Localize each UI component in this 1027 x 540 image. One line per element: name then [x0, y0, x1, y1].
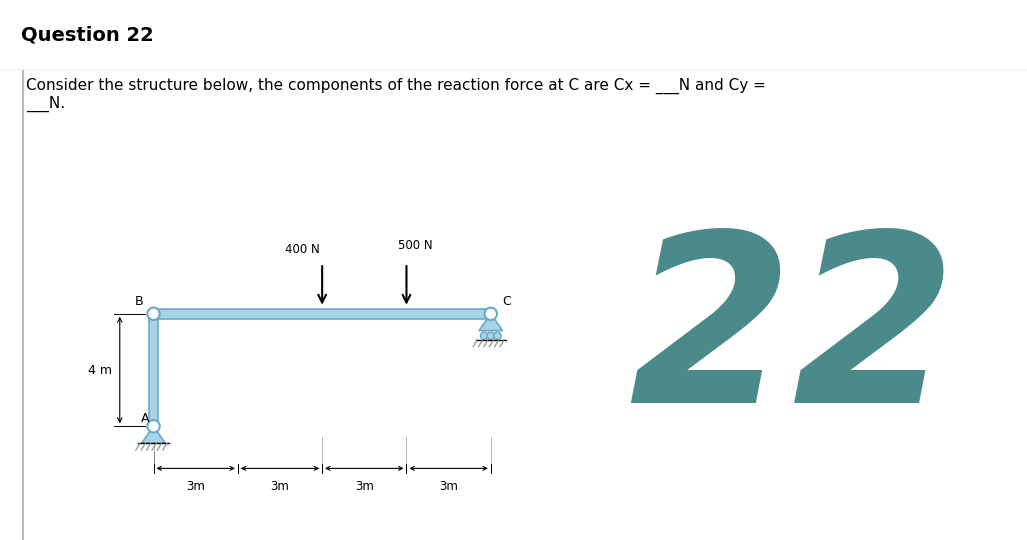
Text: 500 N: 500 N: [397, 239, 432, 252]
Circle shape: [147, 420, 159, 433]
Text: 3m: 3m: [355, 480, 374, 492]
Text: 3m: 3m: [440, 480, 458, 492]
Text: 3m: 3m: [186, 480, 205, 492]
Polygon shape: [149, 314, 158, 426]
Polygon shape: [142, 426, 165, 443]
Circle shape: [487, 332, 494, 339]
Polygon shape: [153, 309, 491, 319]
Text: 4 m: 4 m: [88, 363, 112, 376]
Text: C: C: [502, 295, 510, 308]
Circle shape: [494, 332, 501, 339]
Polygon shape: [479, 314, 502, 330]
Circle shape: [485, 308, 497, 320]
Text: Question 22: Question 22: [21, 25, 153, 45]
Text: 400 N: 400 N: [286, 243, 319, 256]
Text: 22: 22: [627, 224, 956, 453]
Text: 3m: 3m: [270, 480, 290, 492]
Text: Consider the structure below, the components of the reaction force at C are Cx =: Consider the structure below, the compon…: [26, 77, 765, 112]
Circle shape: [481, 332, 488, 339]
Text: B: B: [136, 295, 144, 308]
Text: A: A: [141, 412, 149, 425]
Circle shape: [147, 308, 159, 320]
